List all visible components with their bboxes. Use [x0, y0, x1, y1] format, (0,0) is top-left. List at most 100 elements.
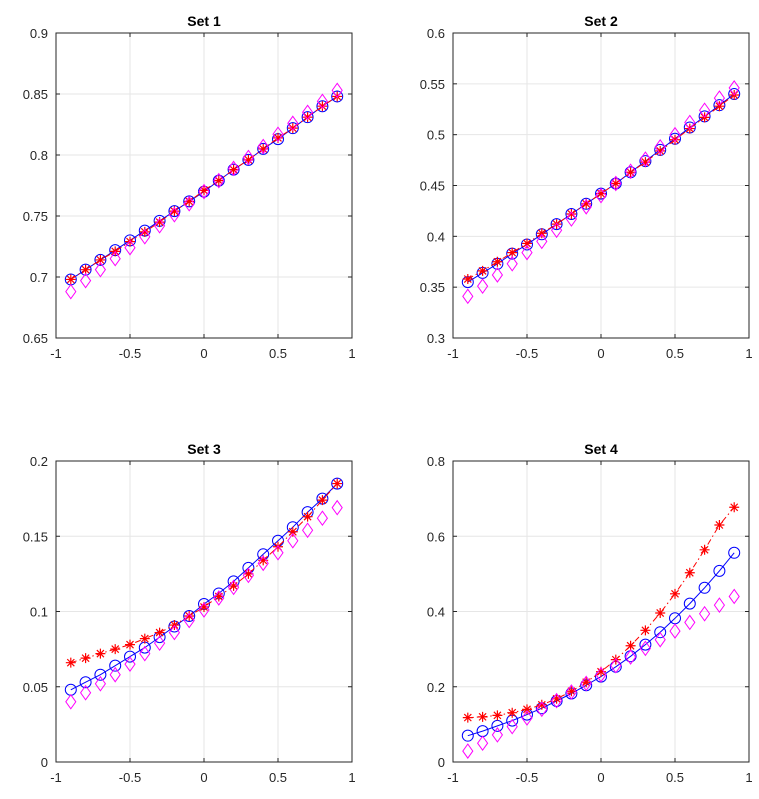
data-point	[287, 532, 299, 549]
y-tick-label: 0.8	[30, 148, 48, 163]
data-point	[462, 743, 474, 759]
data-point	[491, 727, 504, 743]
y-tick-label: 0	[41, 755, 48, 770]
data-point	[301, 522, 314, 539]
data-point	[213, 591, 224, 602]
data-point	[272, 544, 284, 561]
x-tick-label: 1	[745, 346, 752, 361]
y-tick-label: 0.5	[427, 128, 445, 143]
data-point	[610, 178, 621, 189]
data-point	[654, 631, 666, 648]
y-tick-label: 0	[438, 755, 445, 770]
data-point	[272, 126, 284, 143]
data-point	[476, 735, 489, 752]
data-point	[477, 711, 488, 722]
x-tick-label: 1	[348, 770, 355, 785]
data-point	[227, 160, 240, 177]
data-point	[624, 163, 637, 180]
data-point	[639, 640, 652, 657]
data-point	[729, 502, 740, 513]
data-point	[94, 668, 107, 681]
data-point	[242, 153, 255, 166]
data-point	[228, 580, 239, 591]
subplot-4: -1 -0.5 0 0.5 1 0 0.2 0.4 0.6 0.8 Set 4	[427, 441, 753, 785]
data-point	[287, 123, 298, 134]
data-point	[228, 164, 239, 175]
data-point	[550, 222, 563, 239]
y-tick-label: 0.45	[420, 179, 445, 194]
data-point	[109, 666, 121, 683]
y-tick-label: 0.8	[427, 454, 445, 469]
data-point	[65, 274, 76, 285]
data-point	[301, 111, 314, 124]
data-point	[521, 244, 533, 261]
data-point	[124, 650, 136, 663]
x-tick-label: 0	[200, 770, 207, 785]
data-point	[301, 104, 314, 121]
data-point	[287, 115, 299, 132]
data-point	[79, 263, 92, 276]
data-point	[610, 654, 621, 665]
y-tick-label: 0.9	[30, 26, 48, 41]
data-point	[492, 256, 503, 267]
x-tick-label: 0	[597, 770, 604, 785]
data-point	[124, 656, 136, 673]
x-tick-label: -0.5	[119, 346, 141, 361]
data-point	[507, 707, 518, 718]
data-point	[317, 101, 328, 112]
data-point	[521, 710, 533, 726]
data-point	[199, 601, 209, 612]
data-point	[550, 692, 563, 709]
data-point	[168, 624, 181, 641]
subplot-2: -1 -0.5 0 0.5 1 0.3 0.35 0.4 0.45 0.5 0.55 0.6 Set 2	[420, 13, 753, 361]
data-point	[595, 666, 607, 683]
data-point	[655, 608, 666, 619]
data-point	[596, 666, 606, 677]
data-point	[654, 626, 667, 639]
series-3	[462, 588, 740, 759]
data-point	[125, 639, 135, 650]
data-point	[728, 546, 741, 559]
data-point	[258, 555, 269, 566]
data-point	[213, 175, 224, 186]
data-point	[286, 122, 299, 135]
data-point	[580, 675, 592, 692]
data-point	[507, 247, 518, 258]
data-point	[331, 90, 344, 103]
y-tick-label: 0.3	[427, 331, 445, 346]
data-point	[699, 544, 710, 555]
data-point	[566, 208, 577, 219]
data-point	[183, 612, 195, 629]
data-point	[95, 648, 106, 659]
data-point	[698, 581, 711, 594]
data-point	[684, 114, 696, 131]
data-point	[639, 151, 652, 167]
data-point	[125, 236, 135, 247]
data-point	[242, 149, 255, 166]
data-point	[198, 602, 210, 618]
data-point	[110, 644, 121, 655]
data-point	[273, 541, 283, 552]
data-point	[522, 238, 532, 249]
data-point	[580, 198, 592, 215]
y-tick-label: 0.6	[427, 26, 445, 41]
x-tick-label: 1	[745, 770, 752, 785]
data-point	[610, 657, 622, 674]
chart-title: Set 3	[187, 441, 221, 457]
y-tick-label: 0.2	[30, 454, 48, 469]
data-point	[462, 712, 473, 723]
series-3	[462, 80, 740, 305]
data-point	[536, 228, 547, 239]
data-point	[79, 676, 92, 689]
data-point	[670, 588, 680, 599]
y-tick-label: 0.65	[23, 331, 48, 346]
data-point	[536, 699, 547, 710]
data-point	[168, 205, 181, 218]
data-point	[551, 219, 562, 230]
data-point	[522, 704, 532, 715]
data-point	[184, 611, 195, 622]
data-point	[153, 217, 166, 234]
x-tick-label: 0	[200, 346, 207, 361]
x-tick-label: -0.5	[516, 346, 538, 361]
data-point	[461, 729, 474, 742]
